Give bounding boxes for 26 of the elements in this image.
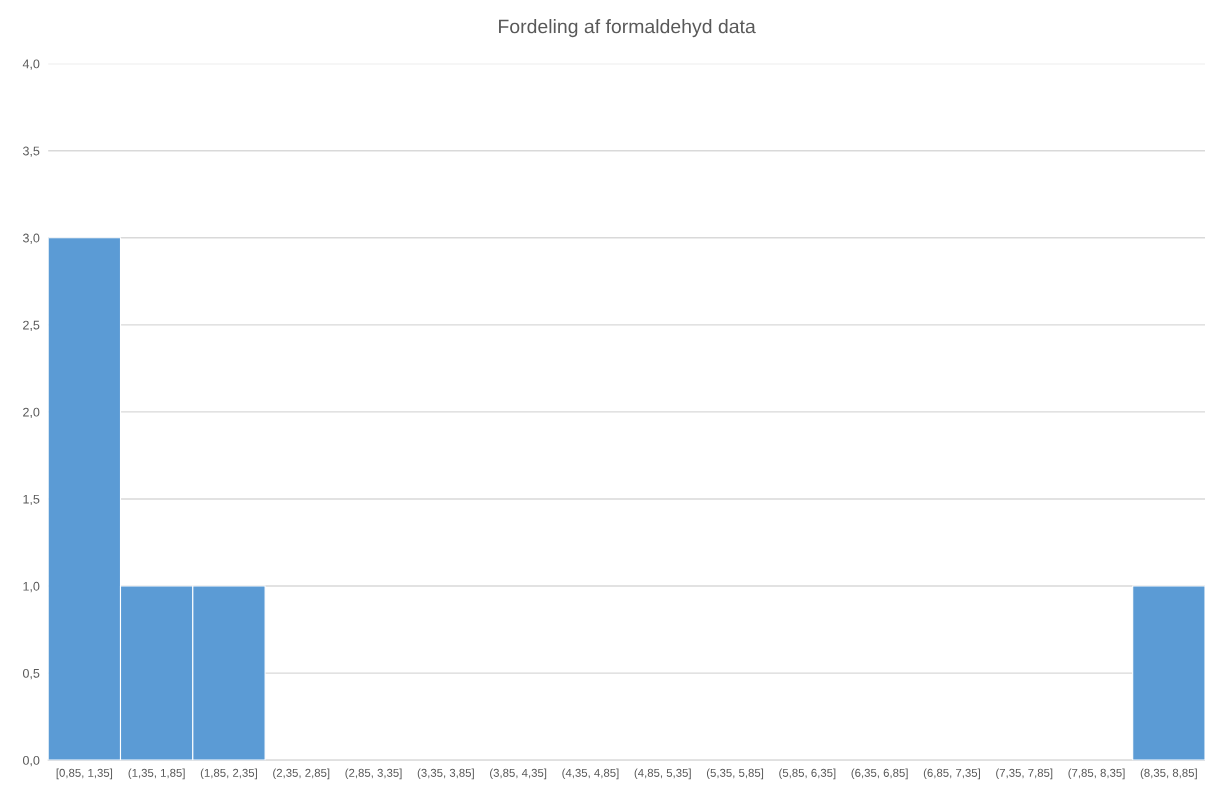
- chart-title: Fordeling af formaldehyd data: [499, 19, 756, 38]
- x-tick-label: [0,85, 1,35]: [56, 768, 113, 780]
- x-tick-label: (4,35, 4,85]: [562, 768, 619, 780]
- x-tick-label: (5,35, 5,85]: [706, 768, 764, 780]
- y-tick-label: 2,0: [23, 407, 40, 419]
- y-tick-label: 1,0: [23, 581, 40, 593]
- x-tick-label: (3,35, 3,85]: [417, 768, 474, 780]
- x-tick-label: (7,85, 8,35]: [1068, 768, 1125, 780]
- y-tick-label: 3,0: [22, 233, 40, 244]
- y-tick-label: 0,5: [22, 668, 40, 680]
- y-tick-label: 3,5: [22, 146, 40, 157]
- x-tick-label: (6,85, 7,35]: [923, 768, 980, 780]
- x-tick-label: (2,85, 3,35]: [345, 768, 402, 780]
- x-tick-label: (6,35, 6,85]: [851, 768, 908, 780]
- y-tick-label: 2,5: [23, 320, 40, 331]
- x-tick-label: (4,85, 5,35]: [634, 768, 691, 780]
- x-tick-label: (5,85, 6,35]: [779, 768, 836, 780]
- x-tick-label: (1,35, 1,85]: [128, 768, 185, 780]
- x-tick-label: (7,35, 7,85]: [996, 768, 1053, 780]
- x-tick-label: (2,35, 2,85]: [273, 768, 330, 780]
- y-tick-label: 0,0: [22, 755, 40, 767]
- x-tick-label: (1,85, 2,35]: [200, 768, 257, 780]
- x-tick-label: (3,85, 4,35]: [490, 768, 547, 780]
- x-tick-label: (8,35, 8,85]: [1140, 768, 1197, 780]
- y-tick-label: 4,0: [22, 59, 40, 70]
- y-tick-label: 1,5: [23, 494, 40, 506]
